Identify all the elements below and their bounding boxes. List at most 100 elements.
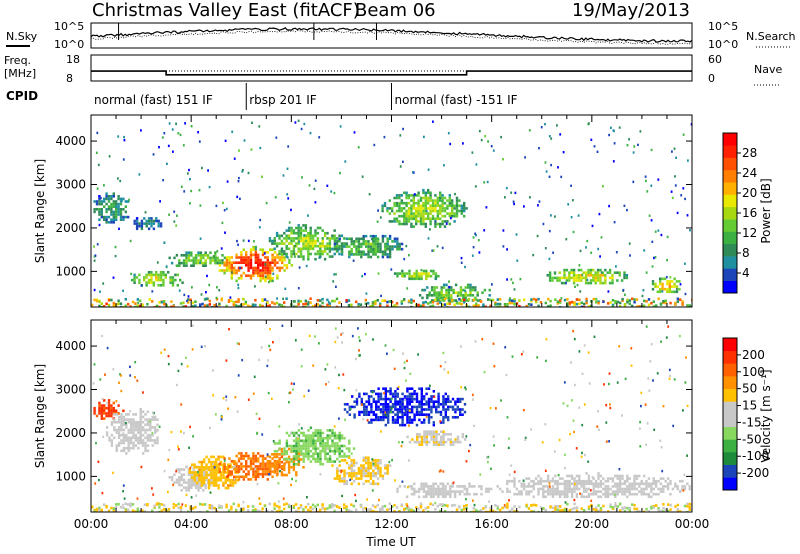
scatter-cell bbox=[640, 482, 643, 486]
scatter-cell bbox=[638, 482, 641, 486]
ground-scatter-cell bbox=[494, 303, 497, 306]
scatter-cell bbox=[336, 449, 339, 453]
noise-speckle bbox=[358, 336, 360, 339]
scatter-cell bbox=[355, 247, 358, 251]
scatter-cell bbox=[307, 457, 310, 461]
ground-scatter-cell bbox=[417, 303, 420, 307]
scatter-cell bbox=[367, 403, 371, 406]
scatter-cell bbox=[345, 237, 349, 241]
scatter-cell bbox=[223, 271, 226, 275]
scatter-cell bbox=[350, 466, 353, 470]
scatter-cell bbox=[304, 444, 308, 448]
scatter-cell bbox=[129, 418, 133, 421]
scatter-cell bbox=[129, 439, 133, 442]
noise-speckle bbox=[282, 297, 284, 300]
scatter-cell bbox=[100, 414, 103, 418]
scatter-cell bbox=[98, 195, 101, 198]
ground-scatter-cell bbox=[311, 507, 315, 511]
date-label: 19/May/2013 bbox=[572, 0, 690, 21]
noise-speckle bbox=[297, 119, 300, 122]
ground-scatter-cell bbox=[595, 508, 598, 512]
noise-speckle bbox=[666, 235, 669, 239]
scatter-cell bbox=[449, 438, 452, 441]
ground-scatter-cell bbox=[484, 305, 487, 307]
scatter-cell bbox=[633, 492, 636, 496]
scatter-cell bbox=[432, 435, 436, 439]
scatter-cell bbox=[112, 215, 115, 219]
ground-scatter-cell bbox=[453, 303, 456, 307]
scatter-cell bbox=[261, 459, 265, 463]
scatter-cell bbox=[331, 247, 334, 251]
scatter-cell bbox=[435, 291, 439, 294]
scatter-cell bbox=[336, 472, 339, 475]
ground-scatter-cell bbox=[494, 504, 497, 507]
ground-scatter-cell bbox=[688, 502, 691, 506]
noise-speckle bbox=[297, 287, 300, 290]
scatter-cell bbox=[452, 443, 455, 446]
scatter-cell bbox=[367, 410, 371, 414]
ground-scatter-cell bbox=[547, 305, 550, 307]
scatter-cell bbox=[283, 258, 286, 262]
scatter-cell bbox=[321, 431, 325, 435]
scatter-cell bbox=[93, 409, 96, 413]
scatter-cell bbox=[235, 454, 238, 458]
noise-speckle bbox=[242, 239, 245, 242]
scatter-cell bbox=[537, 479, 540, 483]
scatter-cell bbox=[314, 434, 317, 437]
scatter-cell bbox=[374, 247, 377, 251]
ground-scatter-cell bbox=[537, 297, 540, 301]
ground-scatter-cell bbox=[172, 503, 175, 506]
scatter-cell bbox=[532, 479, 535, 483]
scatter-cell bbox=[611, 477, 615, 480]
scatter-cell bbox=[362, 253, 365, 256]
noise-speckle bbox=[593, 145, 596, 148]
scatter-cell bbox=[430, 438, 433, 441]
scatter-cell bbox=[592, 492, 595, 496]
scatter-cell bbox=[324, 444, 327, 448]
scatter-cell bbox=[418, 433, 421, 436]
scatter-cell bbox=[225, 467, 229, 471]
ground-scatter-cell bbox=[592, 297, 595, 301]
scatter-cell bbox=[628, 487, 631, 491]
scatter-cell bbox=[387, 405, 390, 409]
noise-speckle bbox=[462, 142, 464, 145]
scatter-cell bbox=[261, 475, 265, 479]
scatter-cell bbox=[419, 214, 423, 218]
noise-speckle bbox=[646, 422, 649, 425]
scatter-cell bbox=[417, 214, 420, 218]
scatter-cell bbox=[563, 479, 567, 483]
scatter-cell bbox=[437, 492, 440, 496]
scatter-cell bbox=[324, 442, 327, 445]
scatter-cell bbox=[379, 418, 383, 422]
ground-scatter-cell bbox=[112, 304, 115, 307]
scatter-cell bbox=[386, 207, 389, 210]
ground-scatter-cell bbox=[506, 303, 509, 306]
scatter-cell bbox=[432, 490, 435, 493]
scatter-cell bbox=[287, 468, 291, 472]
noise-speckle bbox=[191, 348, 194, 351]
scatter-cell bbox=[319, 252, 322, 256]
noise-speckle bbox=[305, 225, 307, 228]
ground-scatter-cell bbox=[611, 305, 615, 307]
noise-speckle bbox=[256, 482, 259, 486]
scatter-cell bbox=[656, 285, 659, 288]
ground-scatter-cell bbox=[211, 504, 214, 508]
scatter-cell bbox=[155, 219, 158, 223]
scatter-cell bbox=[367, 479, 370, 483]
noise-speckle bbox=[644, 403, 647, 406]
scatter-cell bbox=[269, 459, 272, 463]
scatter-cell bbox=[673, 277, 676, 281]
ground-scatter-cell bbox=[477, 304, 480, 307]
scatter-cell bbox=[348, 456, 351, 460]
colorbar-tick-label: 28 bbox=[742, 146, 757, 160]
scatter-cell bbox=[348, 464, 351, 467]
ground-scatter-cell bbox=[489, 298, 492, 302]
scatter-cell bbox=[200, 468, 203, 472]
scatter-cell bbox=[395, 194, 399, 197]
scatter-cell bbox=[100, 409, 103, 413]
scatter-cell bbox=[254, 271, 257, 275]
ground-scatter-cell bbox=[494, 510, 497, 512]
scatter-cell bbox=[659, 282, 662, 286]
scatter-cell bbox=[110, 412, 113, 415]
